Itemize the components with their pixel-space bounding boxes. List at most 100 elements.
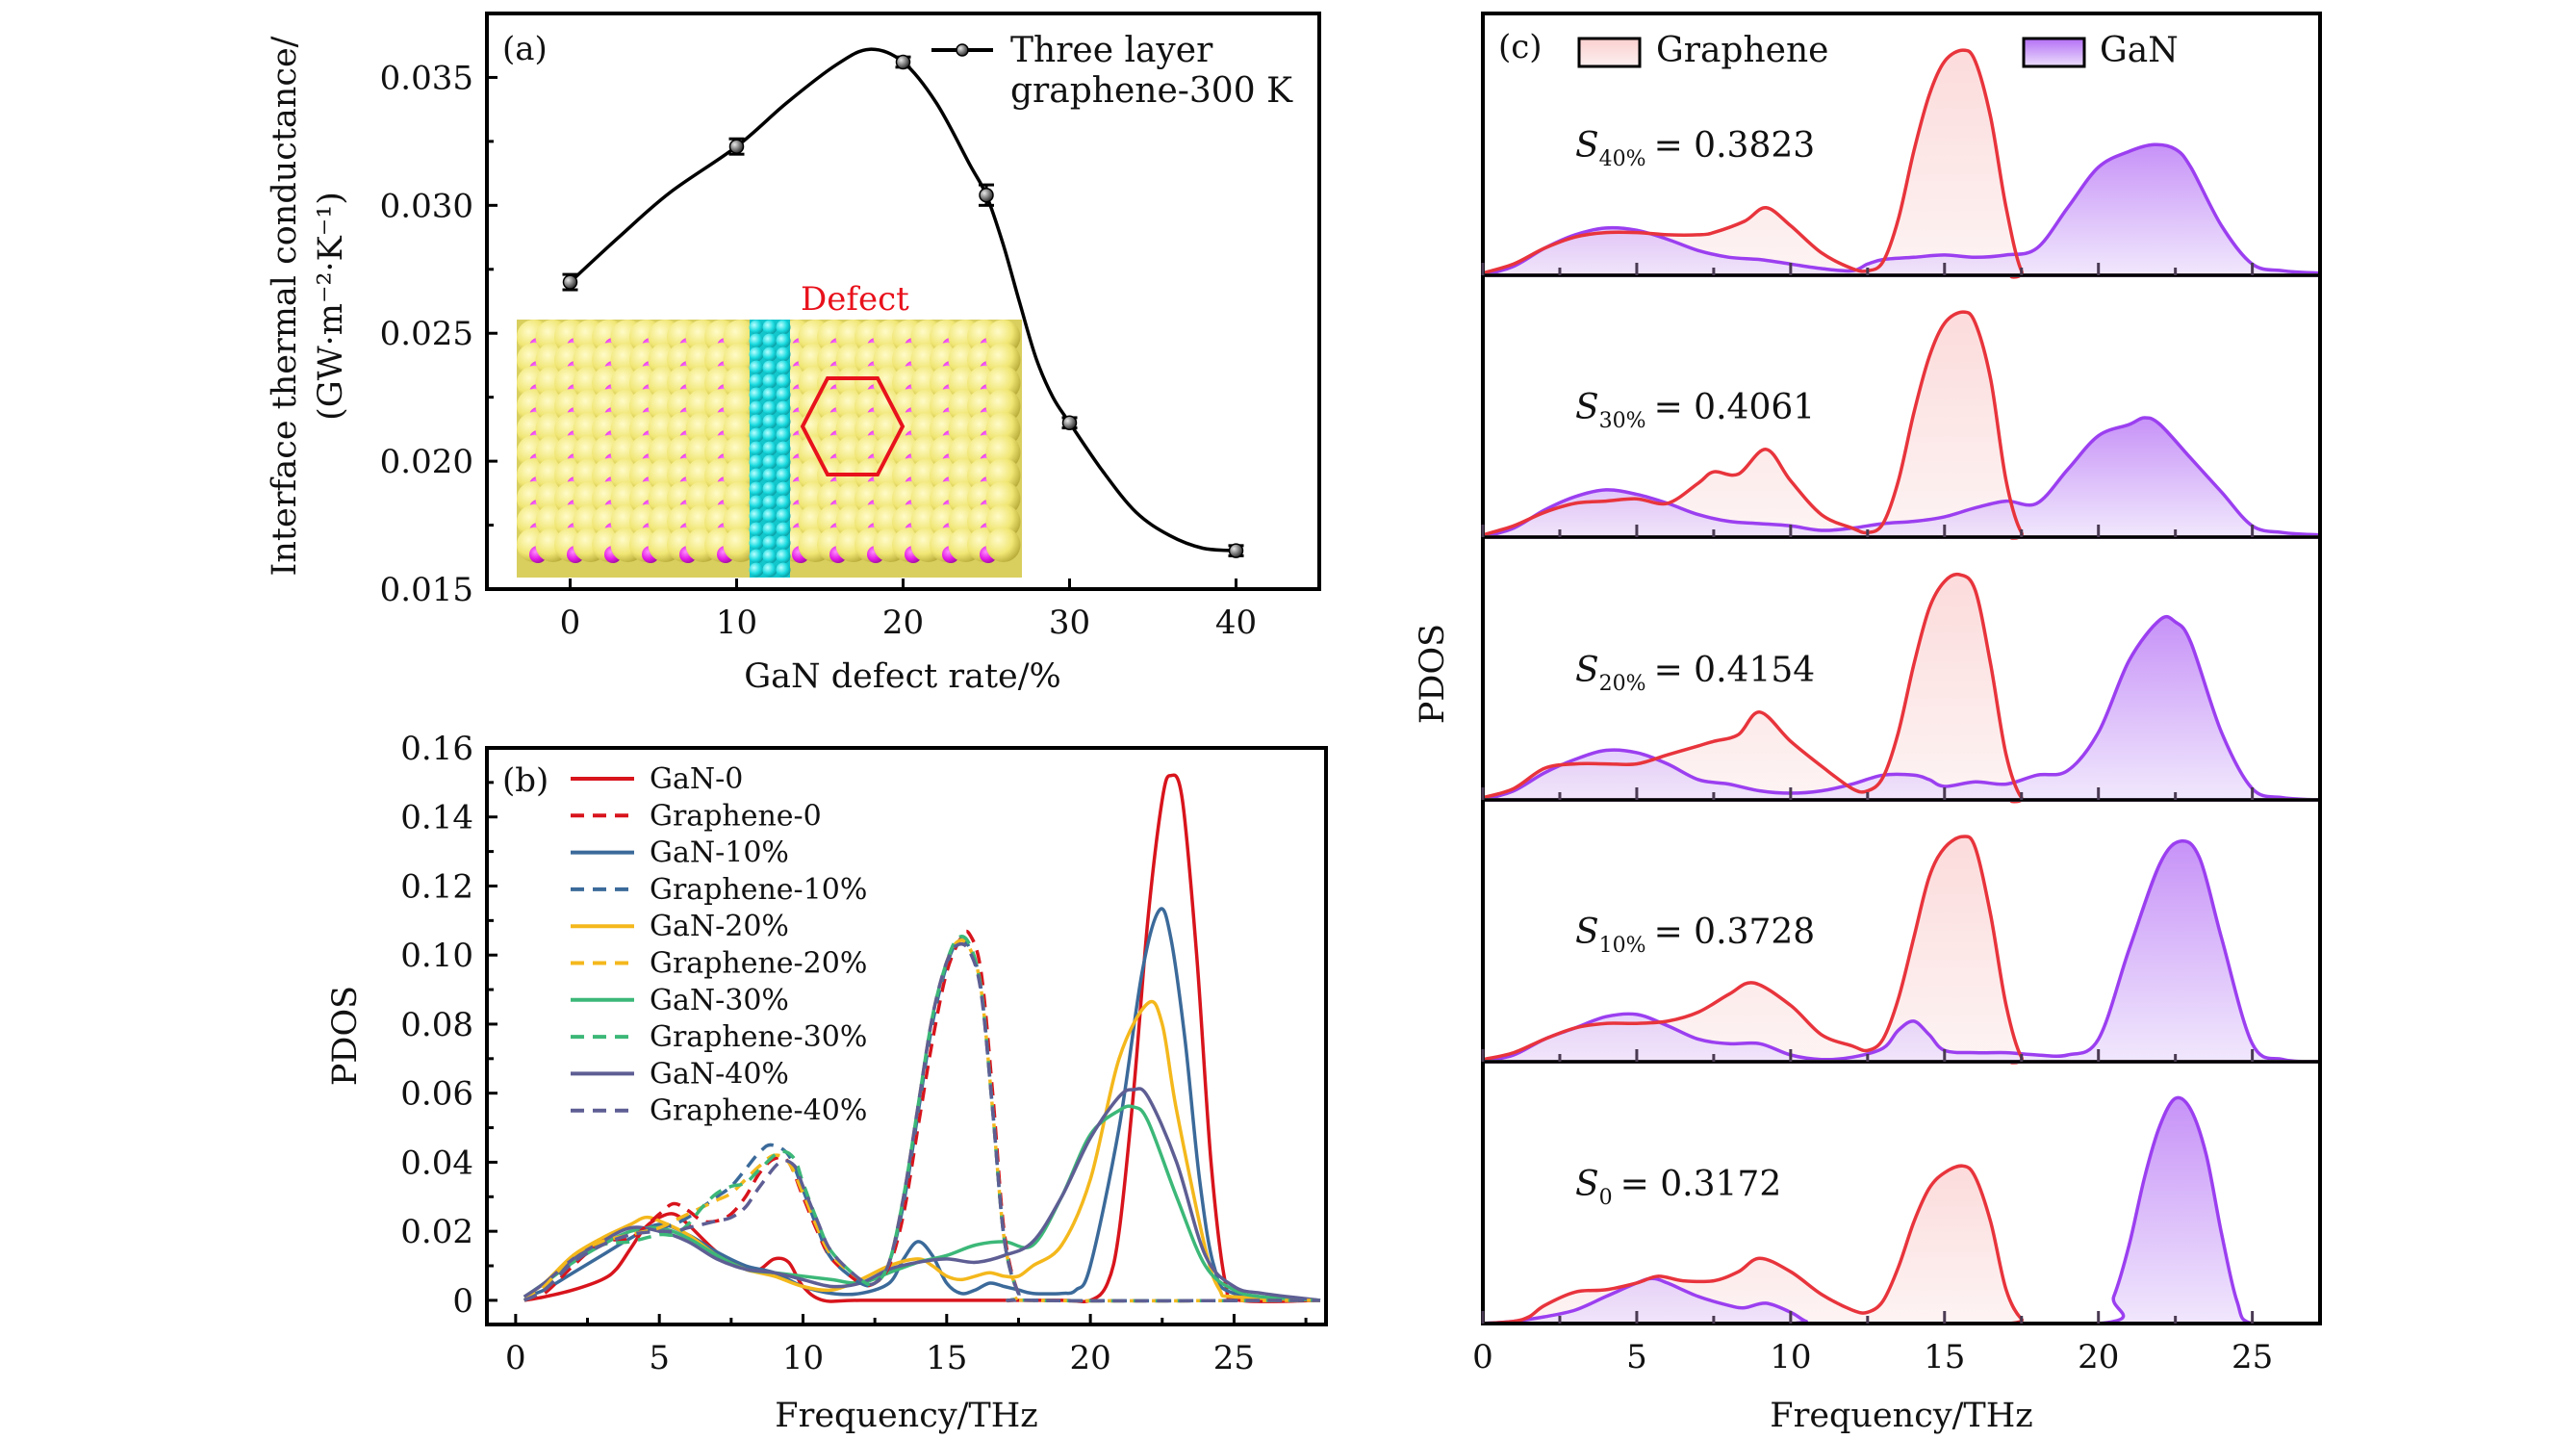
carbon-atom bbox=[776, 495, 791, 510]
x-tick-label: 15 bbox=[1924, 1338, 1965, 1376]
carbon-atom bbox=[776, 468, 791, 483]
carbon-atom bbox=[749, 347, 764, 362]
gan-area bbox=[1483, 840, 2320, 1062]
gan-line bbox=[1483, 142, 2320, 277]
overlap-symbol: S bbox=[1575, 651, 1599, 690]
x-tick-label: 10 bbox=[1770, 1338, 1811, 1376]
carbon-atom bbox=[776, 508, 791, 524]
subplot-0 bbox=[1483, 1095, 2320, 1324]
legend-swatch-graphene bbox=[1577, 37, 1642, 68]
y-tick-label: 0.16 bbox=[400, 730, 473, 768]
carbon-atom bbox=[762, 320, 778, 335]
y-tick-label: 0.10 bbox=[400, 937, 473, 975]
y-tick-label: 0.035 bbox=[380, 59, 473, 97]
panel-c-y-axis-title: PDOS bbox=[1414, 624, 1452, 724]
overlap-label: S0 = 0.3172 bbox=[1575, 1165, 1781, 1210]
y-tick-label: 0.025 bbox=[380, 315, 473, 353]
gan-area bbox=[1483, 616, 2320, 800]
defect-annotation: Defect bbox=[801, 280, 909, 319]
panel-b-label: (b) bbox=[502, 761, 548, 800]
data-point bbox=[895, 54, 911, 70]
panel-c-legend: Graphene GaN bbox=[1577, 31, 2179, 70]
x-tick-label: 25 bbox=[1213, 1339, 1255, 1377]
carbon-atom bbox=[762, 522, 778, 537]
gan-line bbox=[1483, 838, 2320, 1064]
defect-hexagon-outline bbox=[800, 376, 905, 476]
overlap-value: = 0.3823 bbox=[1654, 126, 1816, 166]
marker bbox=[728, 139, 745, 154]
series-gan-30pct bbox=[523, 1104, 1321, 1302]
overlap-subscript: 20% bbox=[1599, 672, 1646, 696]
carbon-atom bbox=[776, 535, 791, 551]
legend-label-graphene: Graphene bbox=[1656, 31, 1828, 70]
legend-label-gan: GaN bbox=[2100, 31, 2179, 70]
panel-a-x-axis-title: GaN defect rate/% bbox=[744, 657, 1061, 696]
carbon-atom bbox=[776, 522, 791, 537]
overlap-symbol: S bbox=[1575, 913, 1599, 952]
atomistic-structure-inset bbox=[517, 320, 1022, 578]
panel-a-label: (a) bbox=[502, 30, 548, 68]
data-point bbox=[728, 137, 745, 156]
y-tick-label: 0.02 bbox=[400, 1213, 473, 1251]
carbon-atom bbox=[762, 373, 778, 389]
subplot-10pct bbox=[1483, 835, 2320, 1065]
carbon-atom bbox=[749, 427, 764, 443]
carbon-atom bbox=[776, 333, 791, 348]
gan-line bbox=[1483, 416, 2320, 539]
carbon-atom bbox=[749, 373, 764, 389]
carbon-atom bbox=[749, 400, 764, 416]
carbon-atom bbox=[776, 373, 791, 389]
x-tick-label: 0 bbox=[560, 604, 581, 642]
x-tick-label: 10 bbox=[782, 1339, 824, 1377]
y-tick-label: 0.06 bbox=[400, 1075, 473, 1114]
overlap-symbol: S bbox=[1575, 1165, 1599, 1204]
graphene-area bbox=[1483, 1166, 2320, 1324]
y-tick-label: 0.08 bbox=[400, 1006, 473, 1044]
graphene-line bbox=[1483, 1164, 2320, 1324]
panel-c-x-axis-title: Frequency/THz bbox=[1770, 1397, 2032, 1435]
legend-label: GaN-10% bbox=[650, 836, 789, 870]
x-tick-label: 20 bbox=[882, 604, 924, 642]
carbon-atom bbox=[749, 495, 764, 510]
series-gan-20pct bbox=[523, 999, 1321, 1302]
panel-a-y-axis-title-line2: (GW·m⁻²·K⁻¹) bbox=[312, 192, 350, 421]
carbon-atom bbox=[762, 454, 778, 470]
legend-marker-three-layer bbox=[956, 43, 969, 57]
panel-c-label: (c) bbox=[1498, 28, 1543, 66]
carbon-atom bbox=[776, 414, 791, 429]
panel-a-thermal-conductance: Defect 0 10 20 30 40 0.015 0.020 0.025 0.030 0.03… bbox=[266, 12, 1321, 696]
overlap-label: S20% = 0.4154 bbox=[1575, 651, 1815, 696]
overlap-symbol: S bbox=[1575, 126, 1599, 166]
marker bbox=[1061, 415, 1078, 430]
overlap-label: S30% = 0.4061 bbox=[1575, 388, 1815, 433]
carbon-atom bbox=[749, 549, 764, 564]
y-tick-label: 0.14 bbox=[400, 799, 473, 837]
panel-b-frame bbox=[485, 746, 1328, 1326]
legend-label: GaN-20% bbox=[650, 910, 789, 943]
panel-b-y-axis-title: PDOS bbox=[326, 986, 365, 1086]
carbon-atom bbox=[749, 522, 764, 537]
y-tick-label: 0.020 bbox=[380, 443, 473, 481]
overlap-value: = 0.4061 bbox=[1654, 388, 1816, 427]
ga-atom bbox=[723, 527, 758, 562]
x-tick-label: 5 bbox=[1626, 1338, 1647, 1376]
carbon-atom bbox=[762, 535, 778, 551]
carbon-atom bbox=[762, 414, 778, 429]
legend-label: Graphene-20% bbox=[650, 947, 867, 981]
pdos-overlap-subplots bbox=[1483, 48, 2320, 1324]
carbon-atom bbox=[762, 549, 778, 564]
pdos-series bbox=[523, 773, 1321, 1303]
carbon-atom bbox=[749, 441, 764, 456]
legend-label: Graphene-10% bbox=[650, 873, 867, 907]
overlap-value: = 0.3728 bbox=[1654, 913, 1816, 952]
x-tick-label: 25 bbox=[2232, 1338, 2273, 1376]
y-tick-label: 0.030 bbox=[380, 187, 473, 225]
y-tick-label: 0 bbox=[452, 1282, 473, 1321]
carbon-atom bbox=[762, 441, 778, 456]
marker bbox=[979, 187, 994, 203]
overlap-subscript: 0 bbox=[1599, 1186, 1613, 1210]
legend-label: GaN-0 bbox=[650, 762, 743, 796]
gan-area bbox=[1483, 418, 2320, 537]
